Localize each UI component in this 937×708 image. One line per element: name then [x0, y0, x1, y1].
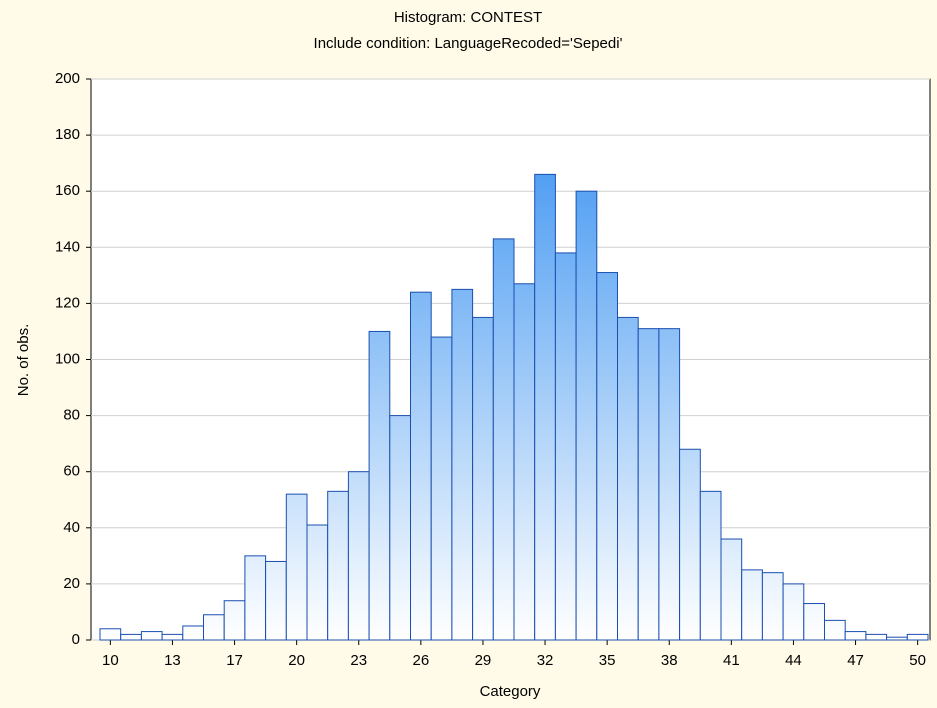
bar [140, 631, 163, 641]
x-tick-label: 10 [102, 652, 119, 669]
bar [782, 583, 805, 641]
bar [223, 600, 246, 641]
bar [824, 619, 846, 641]
x-tick-label: 38 [661, 652, 678, 669]
bar [617, 316, 639, 641]
y-tick-label: 160 [55, 182, 80, 199]
bar [844, 631, 867, 641]
x-tick-label: 23 [350, 652, 367, 669]
bar [658, 328, 681, 641]
y-tick-label: 180 [55, 126, 80, 143]
y-tick-label: 0 [72, 631, 80, 648]
y-tick-label: 200 [55, 70, 80, 87]
bar [389, 415, 411, 641]
y-tick-label: 20 [63, 575, 80, 592]
bar [492, 238, 515, 641]
bar [203, 614, 225, 641]
y-tick-label: 100 [55, 350, 80, 367]
chart-subtitle: Include condition: LanguageRecoded='Sepe… [314, 35, 623, 52]
x-axis-label: Category [480, 683, 541, 700]
bar [699, 490, 722, 641]
x-tick-label: 41 [723, 652, 740, 669]
x-tick-label: 50 [909, 652, 926, 669]
bar [886, 636, 908, 641]
bar [285, 493, 308, 641]
bar [865, 633, 888, 641]
bar [472, 316, 494, 641]
bar [534, 173, 556, 641]
bar [720, 538, 743, 641]
x-tick-label: 29 [475, 652, 492, 669]
y-tick-label: 140 [55, 238, 80, 255]
bar [554, 252, 577, 641]
x-tick-label: 13 [164, 652, 181, 669]
bar [368, 330, 391, 641]
bar [244, 555, 267, 641]
x-tick-label: 32 [537, 652, 554, 669]
bar [327, 490, 349, 641]
x-tick-label: 47 [847, 652, 864, 669]
x-tick-label: 44 [785, 652, 802, 669]
y-tick-label: 60 [63, 463, 80, 480]
bar [430, 336, 453, 641]
chart-title: Histogram: CONTEST [394, 9, 542, 26]
x-tick-label: 35 [599, 652, 616, 669]
bar [347, 471, 370, 641]
bar [761, 572, 784, 641]
bar [306, 524, 329, 641]
y-tick-label: 80 [63, 407, 80, 424]
y-tick-label: 120 [55, 294, 80, 311]
bar [451, 288, 474, 641]
bar [596, 272, 618, 641]
bar [679, 448, 701, 641]
bar [410, 291, 432, 641]
y-axis-label: No. of obs. [15, 324, 32, 397]
y-tick-label: 40 [63, 519, 80, 536]
bar [182, 625, 205, 641]
bar [741, 569, 763, 641]
bar [575, 190, 598, 641]
bar [265, 560, 287, 641]
bar [513, 283, 536, 641]
bar [803, 603, 825, 641]
x-tick-label: 26 [413, 652, 430, 669]
bar [906, 633, 929, 641]
bar [99, 628, 122, 641]
x-tick-label: 20 [288, 652, 305, 669]
x-tick-label: 17 [226, 652, 243, 669]
bar [637, 328, 660, 641]
bar [161, 633, 184, 641]
bar [120, 633, 142, 641]
